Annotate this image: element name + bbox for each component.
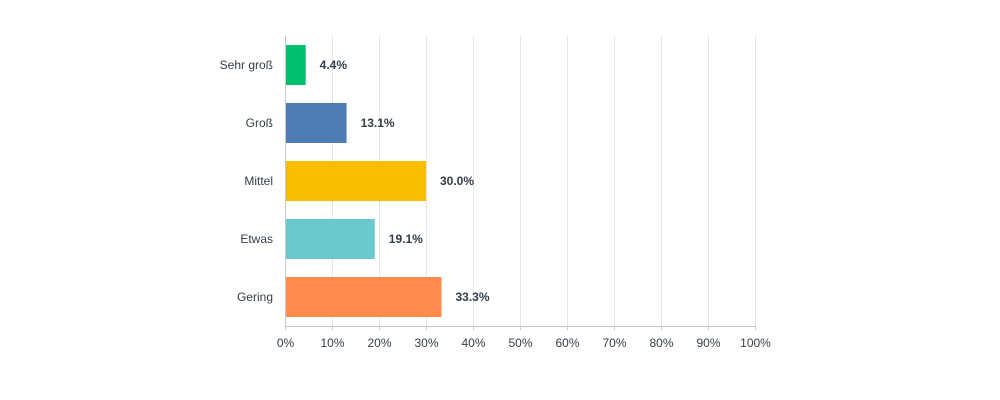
category-label: Etwas: [240, 232, 273, 246]
bar-1: [286, 45, 306, 85]
x-tick-label: 100%: [740, 336, 771, 350]
x-tick-label: 50%: [508, 336, 532, 350]
category-labels: Sehr groß Groß Mittel Etwas Gering: [220, 58, 273, 304]
category-label: Groß: [246, 116, 273, 130]
bar-2: [286, 103, 347, 143]
value-label: 4.4%: [320, 58, 348, 72]
x-tick-label: 30%: [414, 336, 438, 350]
value-labels: 4.4% 13.1% 30.0% 19.1% 33.3%: [320, 58, 490, 304]
x-tick-label: 60%: [555, 336, 579, 350]
category-label: Sehr groß: [220, 58, 273, 72]
value-label: 13.1%: [361, 116, 395, 130]
bars: [286, 45, 442, 317]
category-label: Gering: [237, 290, 273, 304]
x-tick-label: 10%: [320, 336, 344, 350]
x-tick-label: 80%: [649, 336, 673, 350]
value-label: 33.3%: [456, 290, 490, 304]
value-label: 30.0%: [440, 174, 474, 188]
bar-4: [286, 219, 375, 259]
category-label: Mittel: [244, 174, 273, 188]
x-tick-label: 70%: [602, 336, 626, 350]
x-tick-label: 20%: [367, 336, 391, 350]
value-label: 19.1%: [389, 232, 423, 246]
x-tick-label: 90%: [696, 336, 720, 350]
x-axis-ticks: 0% 10% 20% 30% 40% 50% 60% 70% 80% 90% 100%: [277, 336, 771, 350]
bar-5: [286, 277, 442, 317]
x-tick-label: 40%: [461, 336, 485, 350]
x-tick-label: 0%: [277, 336, 295, 350]
bar-3: [286, 161, 426, 201]
